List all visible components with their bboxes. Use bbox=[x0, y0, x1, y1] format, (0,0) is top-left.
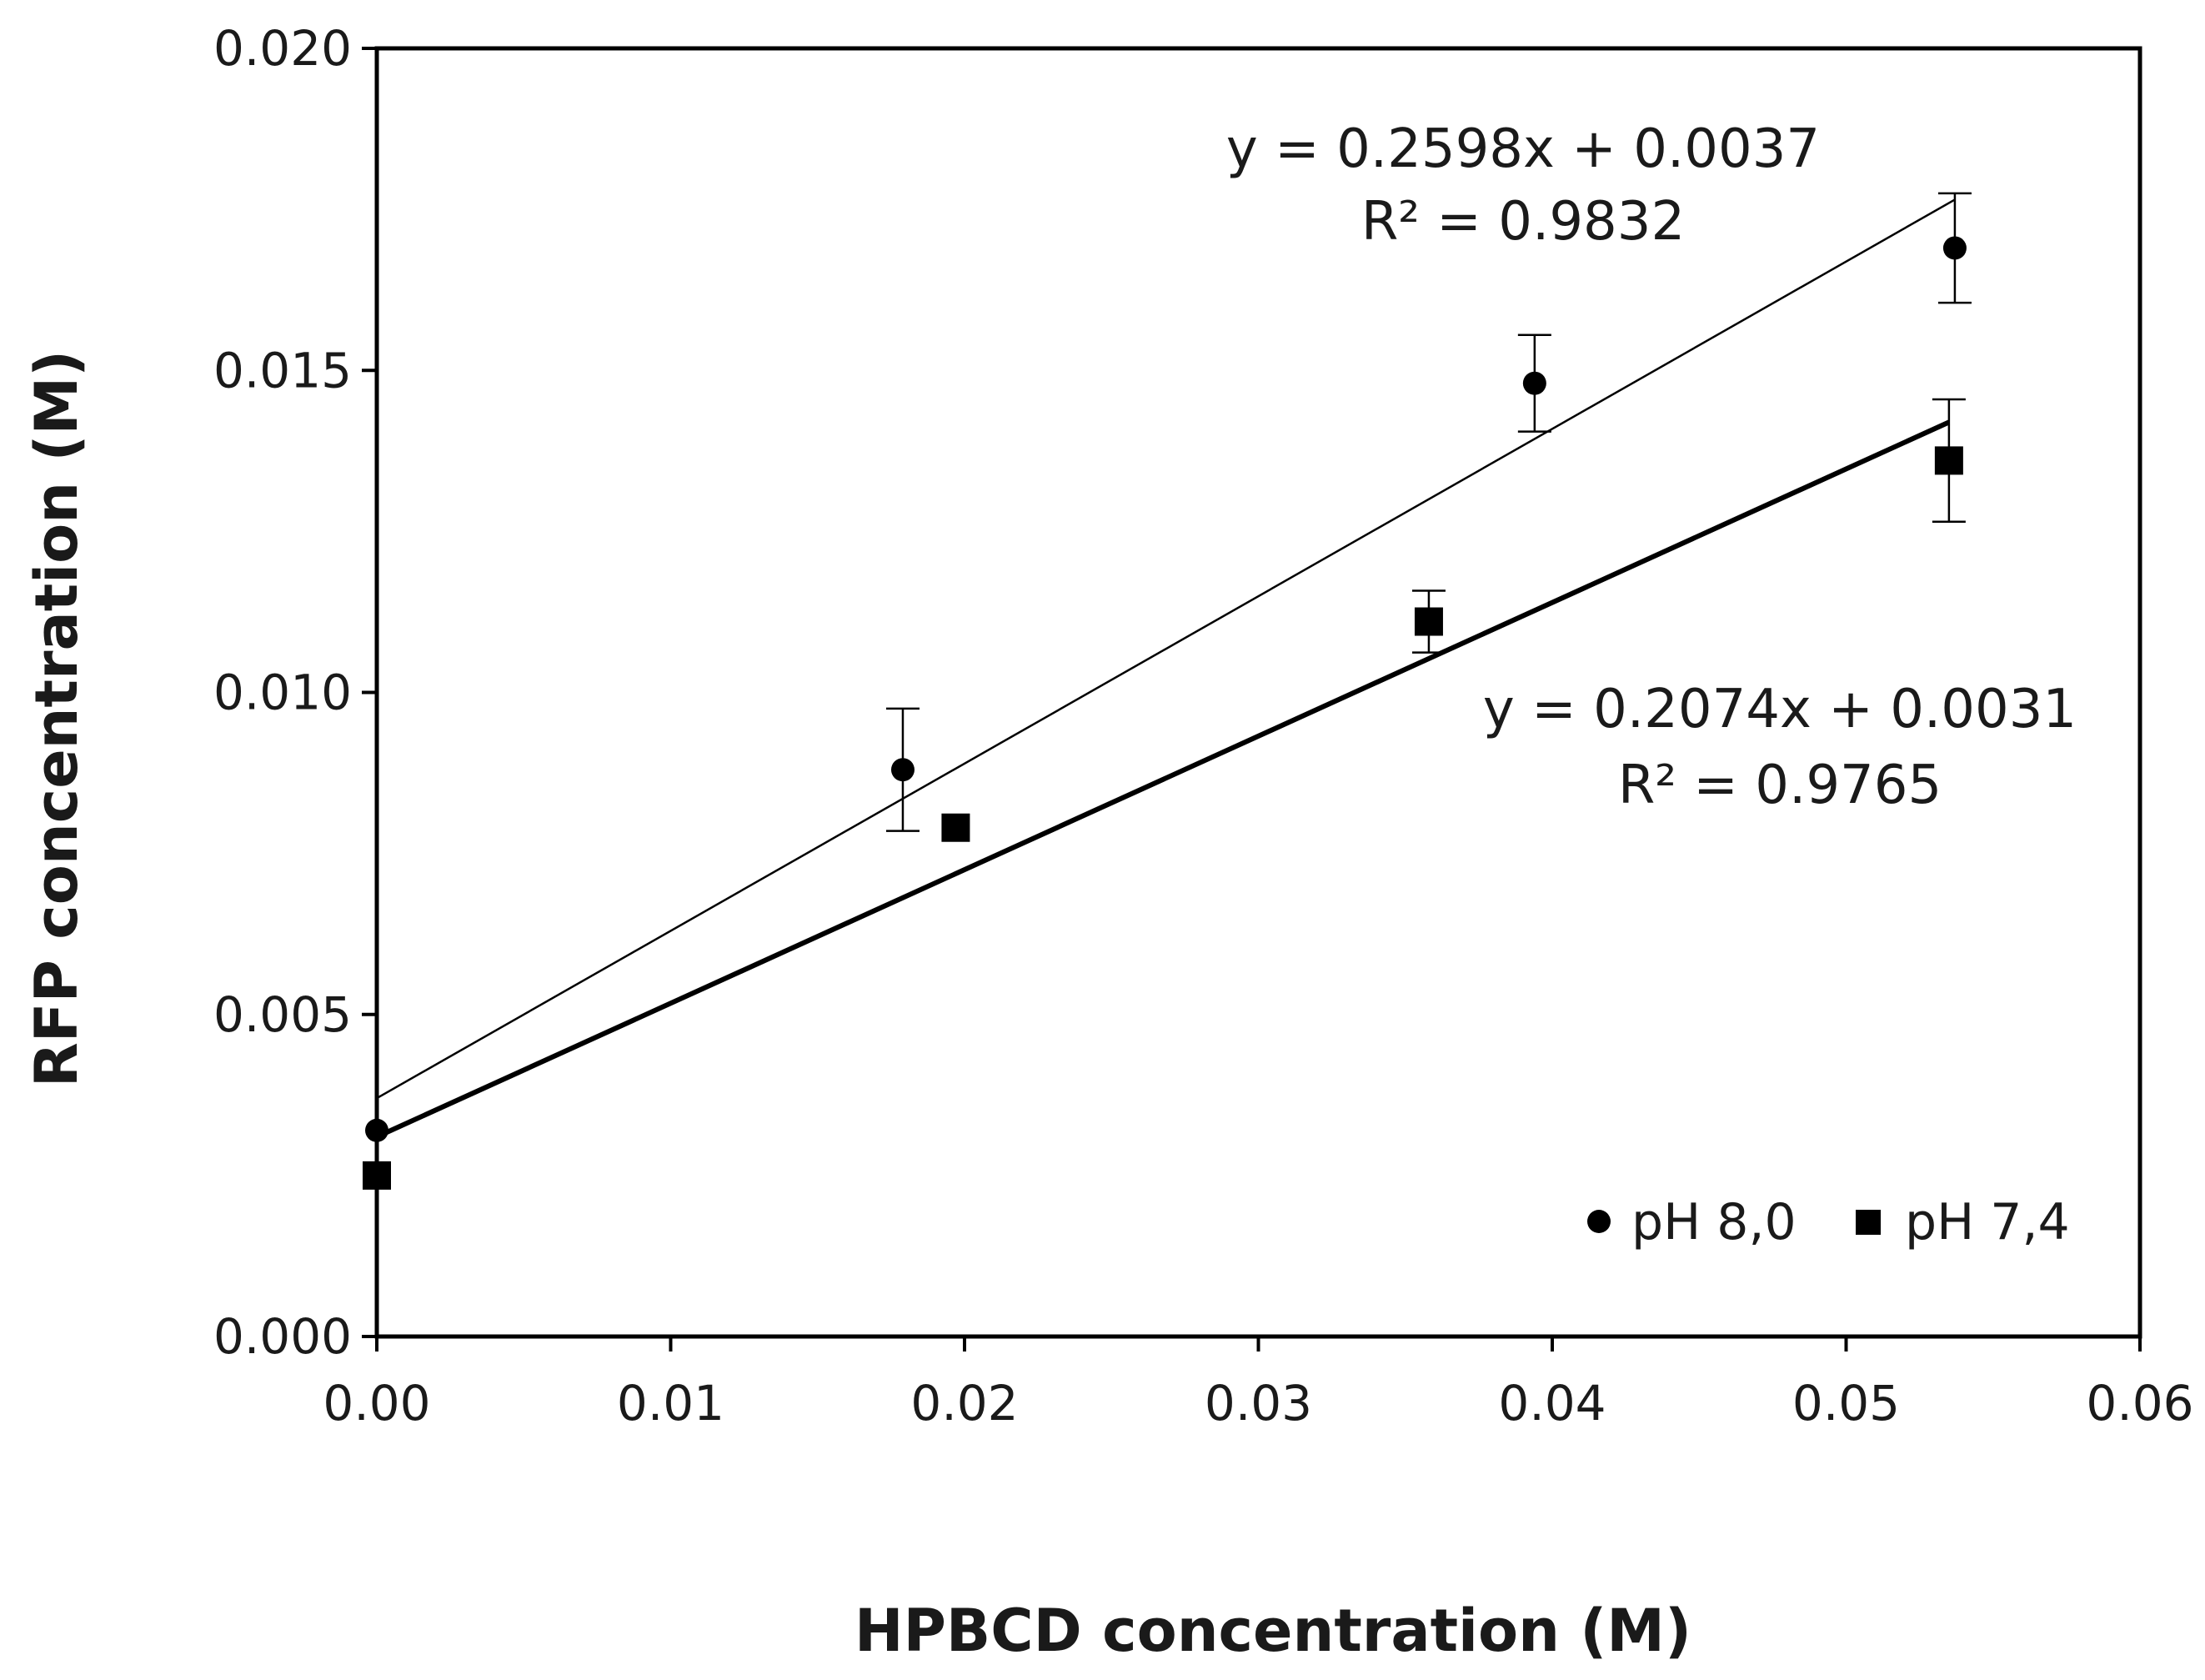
y-tick-label: 0.005 bbox=[213, 986, 352, 1043]
y-axis-title: RFP concentration (M) bbox=[23, 350, 91, 1087]
legend: pH 8,0 pH 7,4 bbox=[1587, 1193, 2070, 1251]
y-tick-label: 0.020 bbox=[213, 20, 352, 77]
y-tick-label: 0.000 bbox=[213, 1308, 352, 1365]
point-ph80 bbox=[1522, 371, 1546, 395]
legend-marker-ph74 bbox=[1856, 1210, 1881, 1235]
x-axis-title: HPBCD concentration (M) bbox=[854, 1597, 1691, 1665]
point-ph74 bbox=[363, 1161, 391, 1190]
x-tick-label: 0.04 bbox=[1498, 1375, 1606, 1432]
x-tick-label: 0.03 bbox=[1205, 1375, 1312, 1432]
legend-label-ph74: pH 7,4 bbox=[1905, 1193, 2070, 1251]
x-tick-label: 0.06 bbox=[2086, 1375, 2193, 1432]
y-axis: 0.000 0.005 0.010 0.015 0.020 bbox=[213, 20, 377, 1365]
trendline-ph74 bbox=[375, 419, 1951, 1140]
trendlines bbox=[375, 198, 1956, 1140]
trendline-equation-ph80: y = 0.2598x + 0.0037 bbox=[1226, 118, 1820, 180]
trendline-ph80 bbox=[376, 198, 1956, 1100]
trendline-r2-ph74: R² = 0.9765 bbox=[1618, 755, 1942, 816]
x-tick-label: 0.05 bbox=[1792, 1375, 1900, 1432]
y-tick-label: 0.010 bbox=[213, 664, 352, 721]
x-tick-label: 0.01 bbox=[617, 1375, 724, 1432]
data-points bbox=[363, 236, 1967, 1190]
point-ph80 bbox=[890, 758, 915, 782]
x-tick-label: 0.00 bbox=[323, 1375, 430, 1432]
point-ph80 bbox=[365, 1118, 388, 1142]
point-ph80 bbox=[1942, 236, 1967, 260]
y-tick-label: 0.015 bbox=[213, 342, 352, 399]
point-ph74 bbox=[941, 813, 970, 842]
legend-label-ph80: pH 8,0 bbox=[1631, 1193, 1797, 1251]
point-ph74 bbox=[1414, 607, 1443, 636]
trendline-r2-ph80: R² = 0.9832 bbox=[1361, 191, 1685, 253]
x-axis: 0.00 0.01 0.02 0.03 0.04 0.05 0.06 bbox=[323, 1336, 2194, 1432]
x-tick-label: 0.02 bbox=[910, 1375, 1018, 1432]
trendline-equation-ph74: y = 0.2074x + 0.0031 bbox=[1483, 679, 2077, 740]
point-ph74 bbox=[1934, 446, 1963, 475]
legend-marker-ph80 bbox=[1587, 1210, 1611, 1233]
